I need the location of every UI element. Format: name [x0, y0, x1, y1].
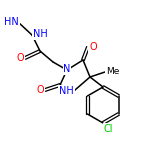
- Text: N: N: [63, 64, 71, 74]
- Text: O: O: [36, 85, 44, 95]
- Text: Cl: Cl: [104, 124, 114, 134]
- Text: NH: NH: [33, 29, 48, 39]
- Text: O: O: [89, 42, 97, 52]
- Text: HN: HN: [4, 17, 19, 27]
- Text: O: O: [16, 53, 24, 63]
- Text: NH: NH: [59, 86, 74, 96]
- Text: Me: Me: [106, 68, 119, 76]
